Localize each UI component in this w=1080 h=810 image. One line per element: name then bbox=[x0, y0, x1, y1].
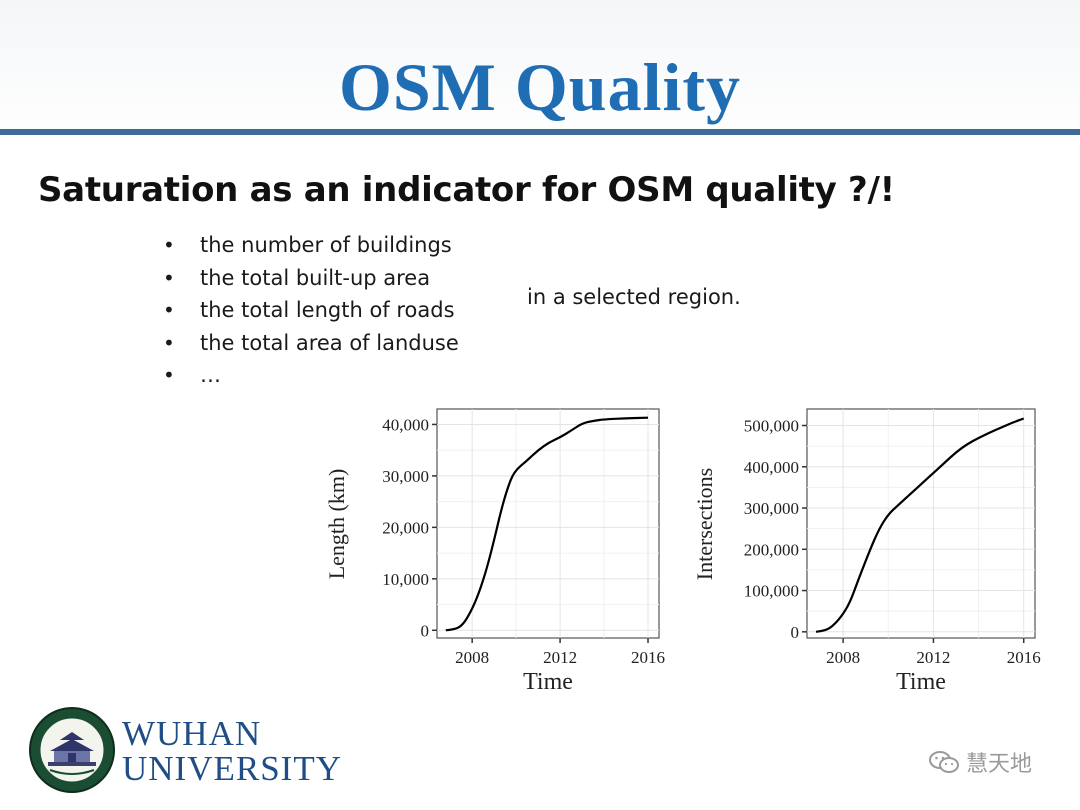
y-axis-ticks: 0 10,000 20,000 30,000 40,000 bbox=[382, 415, 437, 640]
university-line-1: WUHAN bbox=[122, 714, 262, 753]
slide-heading: Saturation as an indicator for OSM quali… bbox=[38, 170, 895, 210]
y-tick-label: 500,000 bbox=[744, 417, 799, 436]
y-axis-label: Intersections bbox=[692, 468, 717, 580]
x-axis-ticks: 2008 2012 2016 bbox=[455, 638, 665, 667]
plot-panel bbox=[436, 408, 660, 639]
wechat-icon bbox=[929, 751, 959, 773]
bullet-item: the total built-up area bbox=[163, 262, 459, 295]
road-length-chart: 0 10,000 20,000 30,000 40,000 2008 2012 2016 L… bbox=[320, 378, 680, 698]
bullet-item: the total area of landuse bbox=[163, 327, 459, 360]
y-tick-label: 30,000 bbox=[382, 467, 429, 486]
slide-title: OSM Quality bbox=[338, 49, 742, 125]
wuhan-university-seal-logo bbox=[29, 707, 115, 793]
x-tick-label: 2008 bbox=[826, 648, 860, 667]
y-tick-label: 0 bbox=[421, 621, 430, 640]
university-wordmark: WUHAN UNIVERSITY bbox=[122, 716, 342, 786]
x-tick-label: 2012 bbox=[543, 648, 577, 667]
bullet-item: the number of buildings bbox=[163, 229, 459, 262]
y-tick-label: 100,000 bbox=[744, 582, 799, 601]
title-divider bbox=[0, 129, 1080, 135]
x-axis-label: Time bbox=[896, 669, 946, 695]
y-axis-ticks: 0 100,000 200,000 300,000 400,000 500,000 bbox=[744, 417, 807, 642]
watermark: 慧天地 bbox=[928, 746, 1032, 778]
watermark-text: 慧天地 bbox=[966, 752, 1033, 777]
series-line-road-length bbox=[445, 416, 649, 632]
x-axis-ticks: 2008 2012 2016 bbox=[826, 638, 1041, 667]
y-tick-label: 10,000 bbox=[382, 570, 429, 589]
y-tick-label: 400,000 bbox=[744, 458, 799, 477]
x-tick-label: 2016 bbox=[1007, 648, 1041, 667]
y-tick-label: 200,000 bbox=[744, 540, 799, 559]
x-axis-label: Time bbox=[523, 669, 573, 695]
bullet-item: the total length of roads bbox=[163, 294, 459, 327]
intersections-chart: 0 100,000 200,000 300,000 400,000 500,000 200… bbox=[688, 378, 1058, 698]
plot-panel bbox=[806, 408, 1036, 639]
series-line-intersections bbox=[815, 417, 1025, 633]
x-tick-label: 2016 bbox=[631, 648, 665, 667]
region-suffix-text: in a selected region. bbox=[527, 285, 741, 309]
y-tick-label: 40,000 bbox=[382, 415, 429, 434]
bullet-list: the number of buildings the total built-… bbox=[163, 229, 459, 392]
university-line-2: UNIVERSITY bbox=[122, 749, 342, 788]
y-tick-label: 300,000 bbox=[744, 499, 799, 518]
y-axis-label: Length (km) bbox=[324, 469, 349, 580]
x-tick-label: 2008 bbox=[455, 648, 489, 667]
x-tick-label: 2012 bbox=[916, 648, 950, 667]
y-tick-label: 20,000 bbox=[382, 518, 429, 537]
bullet-item: … bbox=[163, 359, 459, 392]
gridlines bbox=[437, 409, 659, 638]
y-tick-label: 0 bbox=[791, 623, 800, 642]
